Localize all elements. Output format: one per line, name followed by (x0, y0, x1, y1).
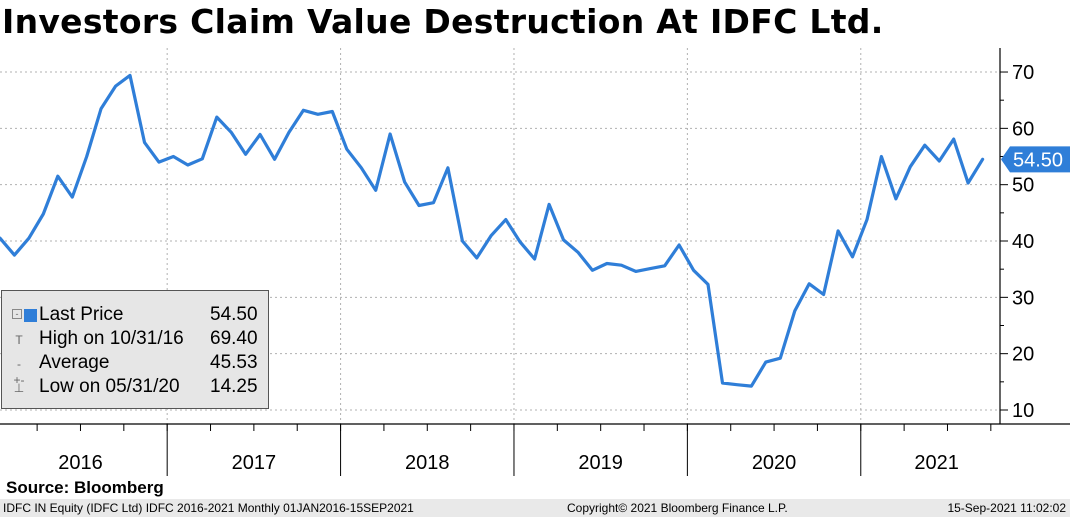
legend-box: - Last Price 54.50 T High on 10/31/16 69… (1, 290, 269, 409)
legend-label: Average (39, 352, 110, 373)
y-axis-ticks: 10 20 30 40 50 60 70 (1000, 62, 1034, 422)
x-year-label: 2016 (58, 452, 103, 474)
series-line-last-price (0, 73, 985, 388)
legend-value: 69.40 (210, 328, 258, 349)
legend-swatch-last-price (24, 309, 37, 322)
y-tick-label: 20 (1012, 344, 1034, 366)
y-tick-label: 60 (1012, 118, 1034, 140)
x-year-label: 2018 (405, 452, 450, 474)
footer-bar: IDFC IN Equity (IDFC Ltd) IDFC 2016-2021… (0, 499, 1070, 517)
legend-label: Last Price (39, 304, 124, 325)
legend-value: 14.25 (210, 376, 258, 397)
average-marker-icon: -+- (13, 357, 25, 387)
x-year-label: 2020 (752, 452, 797, 474)
footer-security-info: IDFC IN Equity (IDFC Ltd) IDFC 2016-2021… (3, 501, 414, 515)
y-tick-label: 30 (1012, 287, 1034, 309)
chart-title: Investors Claim Value Destruction At IDF… (2, 2, 884, 41)
legend-value: 45.53 (210, 352, 258, 373)
legend-row-average: -+- Average 45.53 (2, 352, 268, 387)
legend-row-high: T High on 10/31/16 69.40 (2, 328, 268, 352)
legend-row-last-price: - Last Price 54.50 (2, 304, 268, 328)
y-tick-label: 10 (1012, 400, 1034, 422)
last-value-marker: 54.50 (1001, 146, 1070, 173)
y-tick-label: 40 (1012, 231, 1034, 253)
last-value-tag (1001, 146, 1070, 173)
source-note: Source: Bloomberg (6, 478, 164, 497)
x-year-label: 2017 (232, 452, 277, 474)
x-year-label: 2019 (578, 452, 623, 474)
axes (0, 48, 1070, 425)
x-axis: 2016 2017 2018 2019 2020 2021 (36, 424, 992, 476)
legend-label: High on 10/31/16 (39, 328, 184, 349)
legend-row-low: ⊥ Low on 05/31/20 14.25 (2, 376, 268, 400)
y-tick-label: 70 (1012, 62, 1034, 84)
footer-timestamp: 15-Sep-2021 11:02:02 (947, 501, 1066, 515)
low-marker-icon: ⊥ (13, 381, 25, 395)
footer-copyright: Copyright© 2021 Bloomberg Finance L.P. (567, 501, 788, 515)
high-marker-icon: T (15, 333, 23, 347)
series-last-price (0, 73, 985, 388)
x-year-label: 2021 (914, 452, 959, 474)
legend-label: Low on 05/31/20 (39, 376, 180, 397)
legend-value: 54.50 (210, 304, 258, 325)
y-tick-label: 50 (1012, 175, 1034, 197)
last-value-label: 54.50 (1013, 149, 1063, 171)
legend-expand-icon: - (12, 309, 22, 319)
